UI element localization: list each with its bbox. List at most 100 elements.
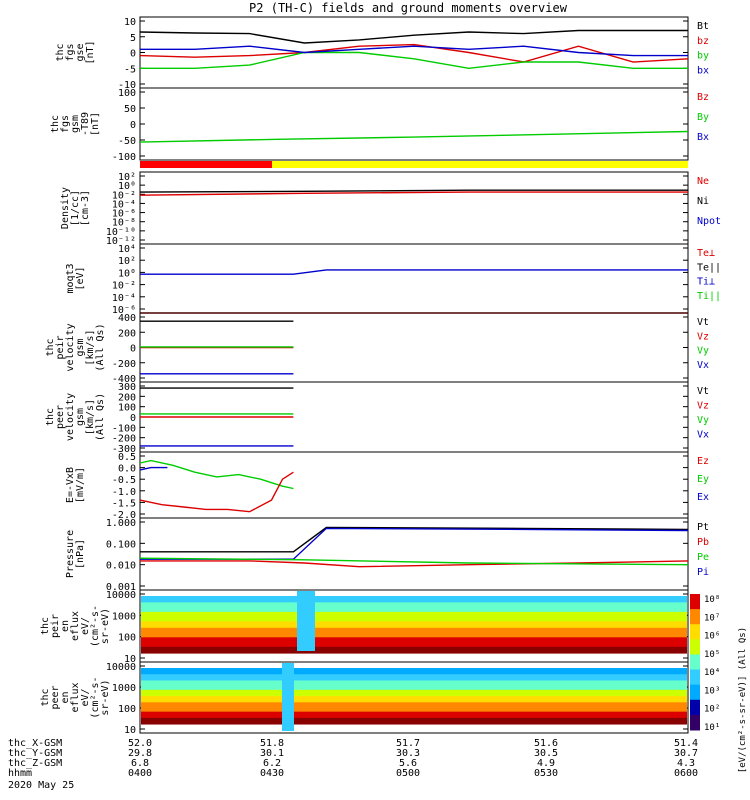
panel-7-tick-label: -2.0 [112,510,136,521]
panel-7-frame [139,451,689,519]
panel-5-tick-label: -400 [112,374,136,385]
x-axis-value: 0430 [260,768,284,779]
panel-3-frame [139,171,689,245]
panel-7-legend-1: Ey [697,474,709,485]
panel-1-legend-2: by [697,51,709,62]
heatmap-1-band [141,643,687,648]
panel-6-ylabel: thcpeervelocitygsm[km/s](All Qs) [45,393,106,441]
x-axis-value: 0500 [396,768,420,779]
x-axis-value: 30.3 [396,748,420,759]
panel-10-tick-label: 10 [124,725,136,736]
panel-7-legend-2: Ex [697,492,709,503]
heatmap-1-band [141,602,687,606]
heatmap-2-band [141,692,687,697]
panel-3-legend-2: Npot [697,216,721,227]
heatmap-1-band [141,650,687,654]
panel-7-tick-label: 0.5 [118,452,136,463]
x-axis-value: 0400 [128,768,152,779]
heatmap-gap [282,663,294,731]
panel-1-legend-1: bz [697,36,709,47]
panel-9-ylabel: thcpeirenefluxeV/(cm²-s-sr-eV) [40,605,111,647]
x-axis-value: 30.1 [260,748,284,759]
panel-7-tick-label: -0.5 [112,475,136,486]
x-axis-row-label: thc_X-GSM [8,738,62,749]
heatmap-2-band [141,699,687,703]
panel-3-tick-label: 10⁻¹⁰ [106,227,136,238]
mode-bar-red [140,161,272,168]
panel-7-series-Ex [139,466,168,471]
panel-5-ylabel: thcpeirvelocitygsm[km/s](All Qs) [45,323,106,371]
colorbar-tick: 10⁵ [704,650,720,660]
panel-4-legend-2: Ti⊥ [697,277,715,288]
panel-10-ylabel: thcpeerenefluxeV/(cm²-s-sr-eV) [40,676,111,718]
colorbar-segment [690,654,700,671]
panel-5-tick-label: 0 [130,344,136,355]
heatmap-1-band [141,608,687,613]
heatmap-2-band [141,689,687,694]
panel-7-series-Ez [139,471,294,513]
panel-6-tick-label: 300 [118,382,136,393]
panel-6-legend-1: Vz [697,401,709,412]
colorbar-segment [690,714,700,731]
panel-10-tick-label: 10000 [106,662,136,673]
panel-6-tick-label: 200 [118,392,136,403]
colorbar-tick: 10² [704,705,720,715]
x-axis-value: 0530 [534,768,558,779]
panel-1-tick-label: -10 [118,80,136,91]
panel-2-tick-label: 0 [130,120,136,131]
x-axis-value: 51.7 [396,738,420,749]
panel-3-tick-label: 10⁻⁴ [112,199,136,210]
x-axis-value: 30.7 [674,748,698,759]
heatmap-2-band [141,705,687,709]
panel-8-tick-label: 0.001 [106,582,136,593]
panel-3-tick-label: 10² [118,172,136,183]
panel-1-tick-label: 10 [124,17,136,28]
panel-5-tick-label: -200 [112,359,136,370]
panel-6-legend-2: Vy [697,415,709,426]
heatmap-2-band [141,686,687,691]
panel-1-legend-0: Bt [697,21,709,32]
heatmap-2-band [141,671,687,675]
x-axis-value: 51.6 [534,738,558,749]
panel-9-tick-label: 1000 [112,611,136,622]
panel-5-legend-2: Vy [697,346,709,357]
panel-6-legend-0: Vt [697,386,709,397]
heatmap-2-band [141,674,687,678]
colorbar-segment [690,684,700,701]
panel-2-ylabel: thcfgsgsm-T89[nT] [50,112,101,136]
panel-3-ylabel: Density[1/cc][cm-3] [60,187,91,229]
panel-4-ylabel: moqt3[eV] [65,263,86,293]
panel-9-tick-label: 10 [124,654,136,665]
colorbar-tick: 10⁴ [704,668,720,678]
panel-4-legend-3: Ti|| [697,291,721,302]
heatmap-2-band [141,702,687,706]
mode-bar-yellow [272,161,688,168]
x-axis-value: 52.0 [128,738,152,749]
panel-1-legend-3: bx [697,65,709,76]
x-axis-value: 5.6 [399,758,417,769]
panel-7-tick-label: 0.0 [118,464,136,475]
colorbar-segment [690,699,700,716]
panel-4-legend-1: Te|| [697,262,721,273]
colorbar-segment [690,639,700,655]
panel-10-tick-label: 1000 [112,683,136,694]
heatmap-1-band [141,630,687,635]
panel-4-tick-label: 10⁻⁶ [112,305,136,316]
panel-8-legend-3: Pi [697,567,709,578]
heatmap-1-band [141,627,687,632]
panel-4-tick-label: 10² [118,256,136,267]
x-axis-row-label: hhmm [8,768,32,779]
panel-3-tick-label: 10⁰ [118,181,136,192]
heatmap-1-band [141,621,687,626]
x-axis-value: 29.8 [128,748,152,759]
x-axis-value: 30.5 [534,748,558,759]
panel-3-tick-label: 10⁻¹² [106,236,136,247]
panel-8-series-Pe [139,557,689,566]
panel-8-series-Pb [140,560,689,568]
panel-9-tick-label: 10000 [106,590,136,601]
panel-4-tick-label: 10⁰ [118,268,136,279]
panel-8-legend-0: Pt [697,522,709,533]
panel-8-series-Pt [140,526,689,553]
panel-8-legend-1: Pb [697,537,709,548]
panel-4-tick-label: 10⁴ [118,244,136,255]
